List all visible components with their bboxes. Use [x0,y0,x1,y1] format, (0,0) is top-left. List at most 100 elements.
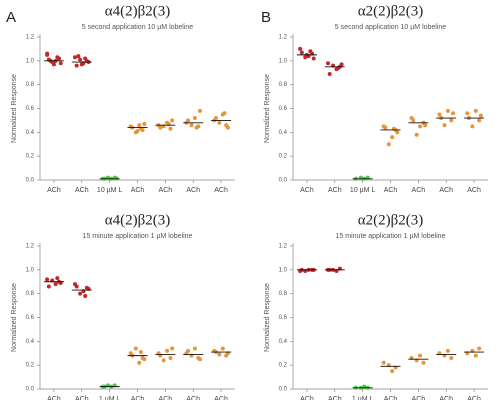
y-tick-label: 1.2 [279,244,288,250]
chart-subtitle: 5 second application 10 µM lobeline [335,24,447,31]
x-tick-label: ACh [328,396,342,400]
data-point [168,356,173,361]
chart-subtitle: 15 minute application 1 µM lobeline [83,233,193,240]
data-point [170,118,175,123]
x-tick-label: ACh [47,187,61,194]
data-point [478,113,483,118]
data-point [55,55,60,60]
y-tick-label: 0.6 [279,315,288,321]
x-tick-label: ACh [159,187,173,194]
y-tick-label: 0.4 [279,130,288,136]
y-axis-label: Normalized Response [11,283,18,352]
data-point [186,348,191,353]
y-tick-label: 1.2 [26,35,35,41]
data-point [449,118,454,123]
y-tick-label: 0.8 [26,82,35,88]
y-tick-label: 0.2 [279,363,288,369]
data-point [142,357,147,362]
data-point [477,346,482,351]
y-tick-label: 0.6 [26,106,35,112]
y-tick-label: 0.2 [26,363,35,369]
data-point [165,348,170,353]
y-tick-label: 0.0 [26,178,35,184]
data-point [74,63,79,68]
data-point [46,284,51,289]
data-point [339,62,344,67]
data-point [418,124,423,129]
data-point [473,108,478,113]
data-point [220,346,225,351]
data-point [198,108,203,113]
data-point [55,276,60,281]
x-tick-label: 1 µM L [99,396,121,400]
data-point [192,116,197,121]
data-point [168,126,173,131]
x-tick-label: ACh [186,187,200,194]
data-point [192,346,197,351]
y-tick-label: 0.4 [26,130,35,136]
y-axis-label: Normalized Response [264,74,271,143]
data-point [76,54,81,59]
data-point [51,62,56,67]
x-tick-label: ACh [300,396,314,400]
x-tick-label: 10 µM L [350,187,376,194]
y-tick-label: 0.6 [279,106,288,112]
y-tick-label: 1.2 [279,35,288,41]
y-tick-label: 0.2 [279,154,288,160]
data-point [311,56,316,61]
data-point [78,291,83,296]
x-tick-label: ACh [75,396,89,400]
data-point [138,350,143,355]
data-point [325,61,330,66]
data-point [390,135,395,140]
x-tick-label: ACh [214,396,228,400]
data-point [418,353,423,358]
x-tick-label: ACh [328,187,342,194]
data-point [186,118,191,123]
data-point [390,369,395,374]
data-point [298,46,303,51]
data-point [213,116,218,121]
y-axis-label: Normalized Response [264,283,271,352]
y-axis-label: Normalized Response [11,74,18,143]
x-tick-label: ACh [47,396,61,400]
x-tick-label: ACh [439,396,453,400]
data-point [158,125,163,130]
data-point [411,118,416,123]
data-point [194,125,199,130]
y-tick-label: 0.6 [26,315,35,321]
data-point [198,357,203,362]
data-point [386,142,391,147]
data-point [381,360,386,365]
data-point [470,124,475,129]
x-tick-label: ACh [439,187,453,194]
panel-label: A [6,9,16,26]
data-point [114,176,119,181]
x-tick-label: ACh [131,396,145,400]
x-tick-label: ACh [412,396,426,400]
data-point [83,56,88,61]
data-point [135,129,140,134]
data-point [137,360,142,365]
x-tick-label: ACh [159,396,173,400]
data-point [189,123,194,128]
x-tick-label: ACh [384,187,398,194]
data-point [79,62,84,67]
data-point [395,130,400,135]
y-tick-label: 0.0 [279,178,288,184]
y-tick-label: 0.4 [279,339,288,345]
data-point [133,346,138,351]
x-tick-label: ACh [131,187,145,194]
data-point [437,112,442,117]
data-point [74,284,79,289]
data-point [53,282,58,287]
chart-subtitle: 5 second application 10 µM lobeline [82,24,194,31]
x-tick-label: ACh [467,187,481,194]
y-tick-label: 0.8 [26,291,35,297]
chart-title: α4(2)β2(3) [105,212,170,228]
y-tick-label: 1.0 [279,267,288,273]
x-tick-label: ACh [186,396,200,400]
x-tick-label: ACh [384,396,398,400]
data-point [217,352,222,357]
x-tick-label: ACh [412,187,426,194]
